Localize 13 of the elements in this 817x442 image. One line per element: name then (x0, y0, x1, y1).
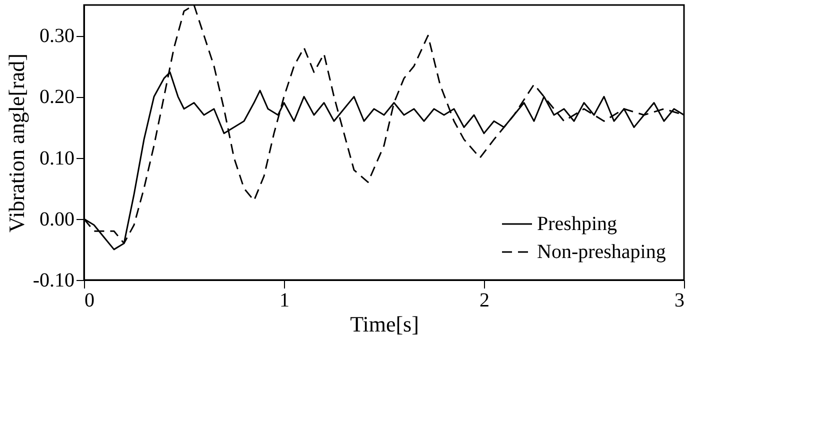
y-tick-label: 0.30 (40, 25, 74, 48)
y-tick-label: 0.10 (40, 147, 74, 170)
y-tick-label: -0.10 (32, 270, 74, 292)
y-axis-title: Vibration angle[rad] (4, 54, 29, 232)
x-tick-label: 3 (674, 290, 684, 312)
y-tick-label: 0.20 (40, 86, 74, 108)
x-tick-label: 0 (84, 290, 94, 312)
x-axis-title: Time[s] (350, 312, 419, 336)
y-tick-label: 0.00 (40, 208, 74, 230)
legend-label: Non-preshaping (537, 241, 666, 263)
legend-label: Preshping (537, 213, 617, 235)
x-tick-label: 1 (280, 290, 290, 312)
x-tick-label: 2 (480, 290, 490, 312)
